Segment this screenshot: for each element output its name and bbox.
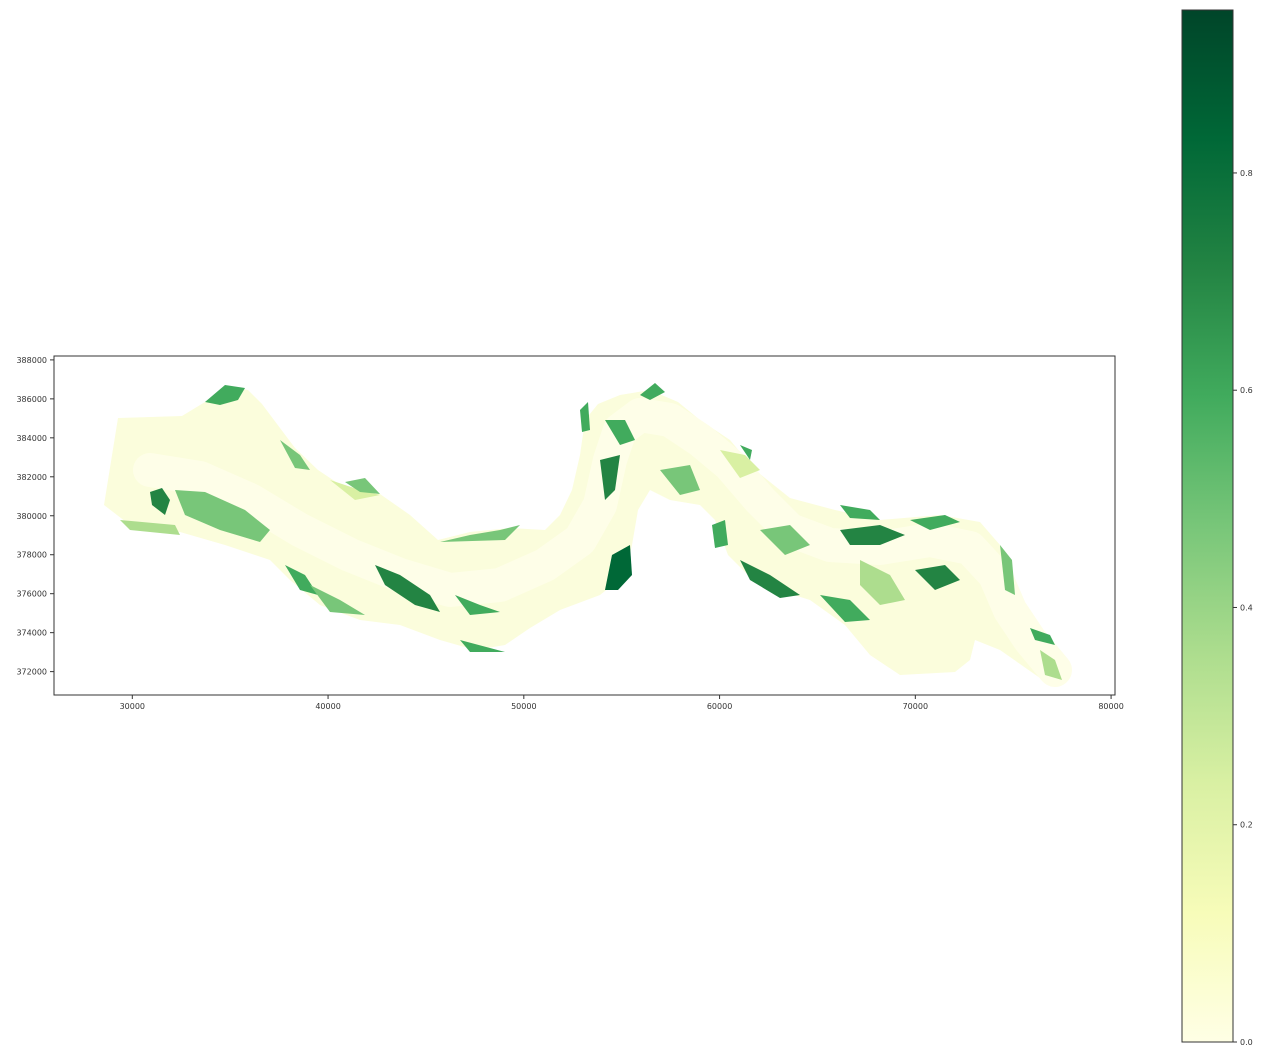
colorbar-tick-label: 0.8 (1240, 169, 1253, 178)
main-channel (133, 398, 1072, 687)
colorbar-tick-label: 0.6 (1240, 386, 1253, 395)
x-tick-label: 70000 (903, 702, 928, 711)
vegetation-patches (120, 383, 1062, 680)
x-tick-label: 50000 (511, 702, 536, 711)
river-floodplain-raster (104, 383, 1072, 687)
y-tick-label: 386000 (16, 395, 47, 404)
y-tick-label: 382000 (16, 473, 47, 482)
y-tick-label: 376000 (16, 590, 47, 599)
y-tick-label: 384000 (16, 434, 47, 443)
y-tick-label: 372000 (16, 668, 47, 677)
x-tick-label: 40000 (315, 702, 340, 711)
x-tick-label: 60000 (707, 702, 732, 711)
y-tick-label: 374000 (16, 629, 47, 638)
colorbar-tick-label: 0.2 (1240, 821, 1253, 830)
colorbar-tick-label: 0.4 (1240, 603, 1253, 612)
colorbar-tick-label: 0.0 (1240, 1038, 1253, 1047)
x-axis-ticks: 30000 40000 50000 60000 70000 80000 (120, 695, 1124, 711)
y-tick-label: 378000 (16, 551, 47, 560)
y-tick-label: 380000 (16, 512, 47, 521)
colorbar (1181, 9, 1234, 1043)
x-tick-label: 30000 (120, 702, 145, 711)
y-axis-ticks: 372000 374000 376000 378000 380000 382000 3840… (16, 356, 54, 677)
y-tick-label: 388000 (16, 356, 47, 365)
x-tick-label: 80000 (1098, 702, 1123, 711)
colorbar-ticks: 0.0 0.2 0.4 0.6 0.8 (1233, 169, 1253, 1047)
